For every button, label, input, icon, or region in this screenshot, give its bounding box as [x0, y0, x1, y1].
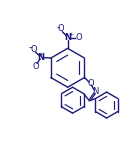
Text: O: O [88, 79, 94, 88]
Text: O: O [58, 24, 64, 33]
Text: N: N [64, 33, 71, 42]
Text: -: - [57, 22, 60, 32]
Text: O: O [75, 33, 82, 42]
Text: N: N [92, 87, 99, 96]
Text: O: O [32, 62, 39, 71]
Text: N: N [37, 53, 44, 62]
Text: +: + [38, 52, 44, 57]
Text: O: O [30, 45, 37, 54]
Text: -: - [29, 42, 32, 52]
Text: +: + [68, 32, 73, 37]
